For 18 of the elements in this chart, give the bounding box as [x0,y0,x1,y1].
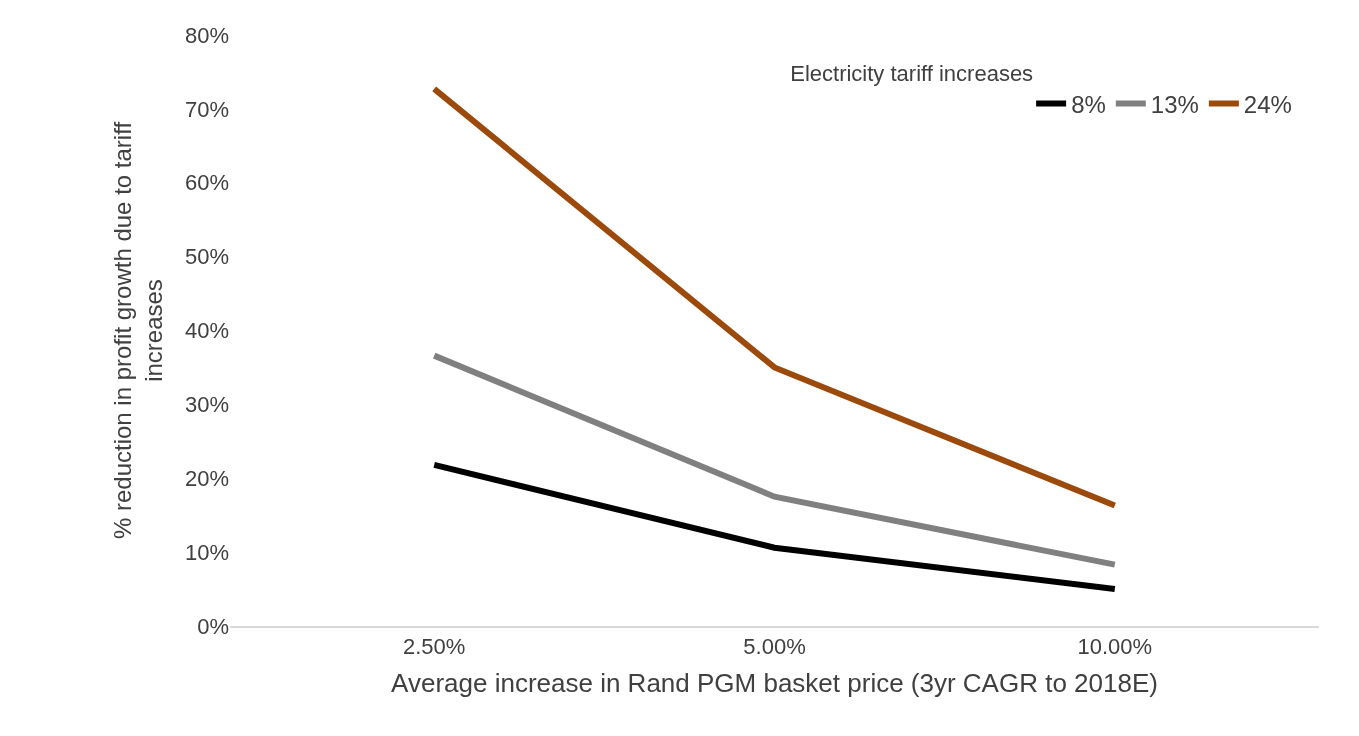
legend-label: 8% [1071,90,1106,118]
legend-label: 13% [1150,90,1199,118]
x-tick-label: 10.00% [1077,634,1153,660]
y-tick-label: 30% [184,392,229,418]
y-axis-title: % reduction in profit growth due to tariff increases [108,121,168,540]
y-tick-label: 50% [184,244,229,270]
y-tick-label: 70% [184,96,229,122]
y-tick-label: 10% [184,539,229,565]
x-tick-label: 2.50% [402,634,466,660]
x-axis-title: Average increase in Rand PGM basket price (3yr CAGR to 2018E) [391,667,1158,698]
y-tick-label: 20% [184,465,229,491]
x-tick-label: 5.00% [743,634,806,660]
y-tick-label: 0% [197,613,229,639]
legend-title: Electricity tariff increases [790,61,1034,87]
y-tick-label: 80% [184,22,229,48]
y-tick-label: 40% [184,318,229,344]
legend-label: 24% [1243,90,1292,118]
y-tick-label: 60% [184,170,229,196]
